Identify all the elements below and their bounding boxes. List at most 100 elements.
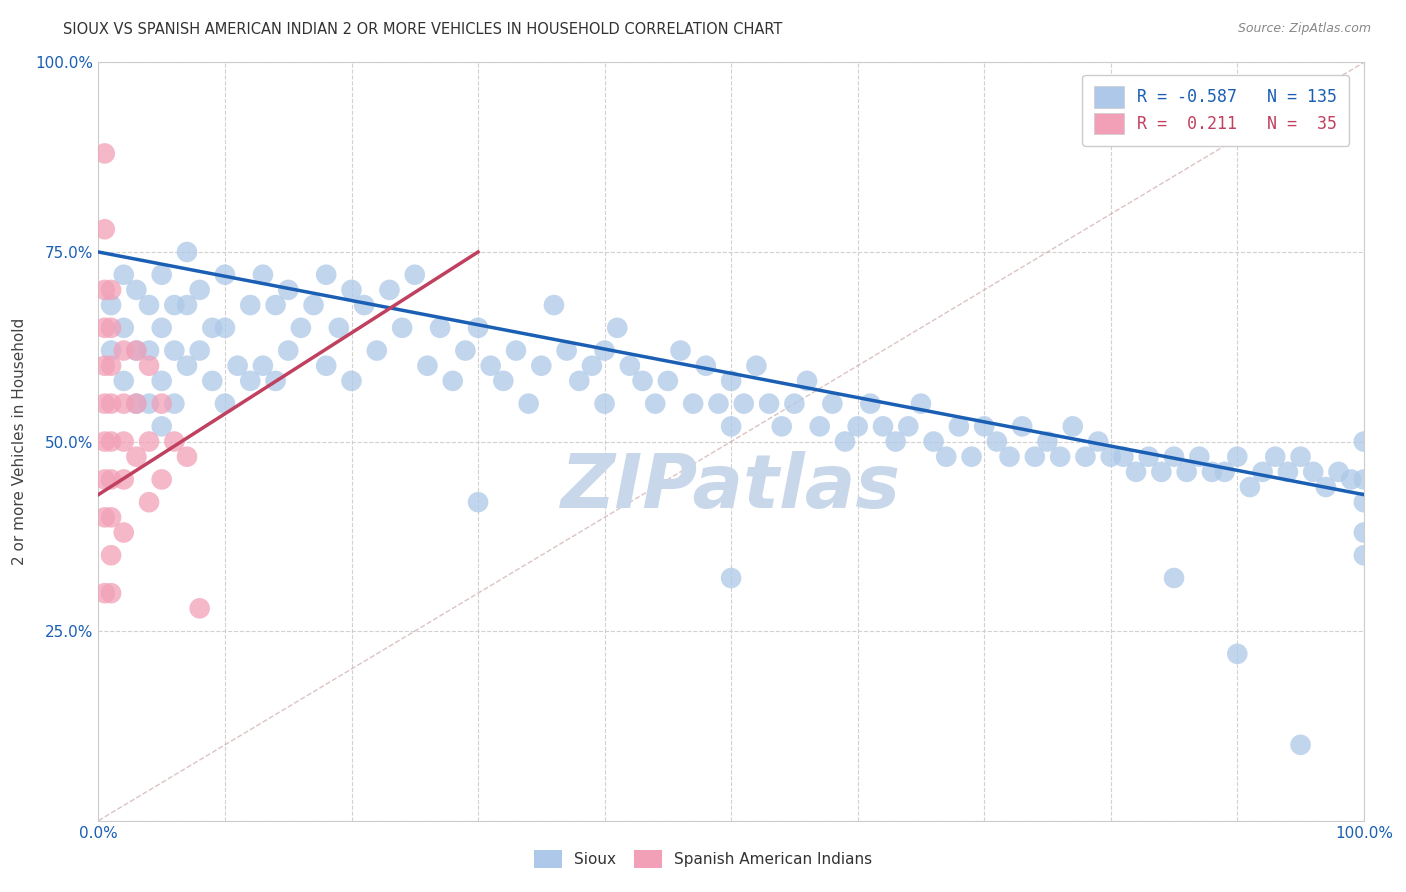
- Point: [1163, 571, 1185, 585]
- Point: [517, 396, 540, 410]
- Point: [1251, 465, 1274, 479]
- Point: [1125, 465, 1147, 479]
- Point: [998, 450, 1021, 464]
- Point: [290, 320, 312, 334]
- Point: [252, 268, 274, 282]
- Point: [1099, 450, 1122, 464]
- Point: [872, 419, 894, 434]
- Point: [441, 374, 464, 388]
- Point: [1137, 450, 1160, 464]
- Point: [239, 298, 262, 312]
- Point: [138, 434, 160, 449]
- Point: [1226, 450, 1249, 464]
- Point: [226, 359, 249, 373]
- Point: [150, 396, 173, 410]
- Point: [505, 343, 527, 358]
- Point: [315, 268, 337, 282]
- Point: [1289, 738, 1312, 752]
- Point: [1087, 434, 1109, 449]
- Legend: Sioux, Spanish American Indians: Sioux, Spanish American Indians: [526, 843, 880, 875]
- Point: [391, 320, 413, 334]
- Point: [176, 359, 198, 373]
- Point: [1353, 495, 1375, 509]
- Point: [188, 283, 211, 297]
- Point: [150, 419, 173, 434]
- Point: [1239, 480, 1261, 494]
- Point: [492, 374, 515, 388]
- Point: [366, 343, 388, 358]
- Point: [188, 601, 211, 615]
- Point: [922, 434, 945, 449]
- Point: [1074, 450, 1097, 464]
- Point: [467, 320, 489, 334]
- Point: [125, 283, 148, 297]
- Point: [176, 298, 198, 312]
- Point: [100, 359, 122, 373]
- Point: [1175, 465, 1198, 479]
- Point: [821, 396, 844, 410]
- Point: [1112, 450, 1135, 464]
- Y-axis label: 2 or more Vehicles in Household: 2 or more Vehicles in Household: [11, 318, 27, 566]
- Point: [973, 419, 995, 434]
- Point: [948, 419, 970, 434]
- Point: [112, 525, 135, 540]
- Point: [669, 343, 692, 358]
- Point: [112, 268, 135, 282]
- Point: [986, 434, 1008, 449]
- Point: [1163, 450, 1185, 464]
- Point: [125, 343, 148, 358]
- Point: [720, 374, 742, 388]
- Point: [1353, 473, 1375, 487]
- Point: [264, 374, 287, 388]
- Point: [796, 374, 818, 388]
- Point: [884, 434, 907, 449]
- Point: [100, 283, 122, 297]
- Point: [770, 419, 793, 434]
- Point: [631, 374, 654, 388]
- Point: [467, 495, 489, 509]
- Point: [93, 396, 117, 410]
- Point: [859, 396, 882, 410]
- Point: [93, 473, 117, 487]
- Point: [112, 374, 135, 388]
- Point: [277, 283, 299, 297]
- Point: [112, 396, 135, 410]
- Point: [695, 359, 717, 373]
- Point: [682, 396, 704, 410]
- Point: [1353, 525, 1375, 540]
- Point: [125, 396, 148, 410]
- Point: [93, 434, 117, 449]
- Point: [100, 320, 122, 334]
- Point: [543, 298, 565, 312]
- Point: [138, 298, 160, 312]
- Point: [619, 359, 641, 373]
- Point: [163, 298, 186, 312]
- Point: [593, 343, 616, 358]
- Point: [93, 222, 117, 236]
- Point: [1226, 647, 1249, 661]
- Point: [720, 571, 742, 585]
- Point: [707, 396, 730, 410]
- Point: [315, 359, 337, 373]
- Point: [454, 343, 477, 358]
- Point: [125, 343, 148, 358]
- Point: [960, 450, 983, 464]
- Point: [1289, 450, 1312, 464]
- Point: [302, 298, 325, 312]
- Point: [1011, 419, 1033, 434]
- Point: [214, 396, 236, 410]
- Point: [1024, 450, 1046, 464]
- Point: [1213, 465, 1236, 479]
- Point: [1302, 465, 1324, 479]
- Point: [555, 343, 578, 358]
- Point: [214, 320, 236, 334]
- Point: [100, 548, 122, 563]
- Point: [568, 374, 591, 388]
- Point: [1353, 434, 1375, 449]
- Text: ZIPatlas: ZIPatlas: [561, 450, 901, 524]
- Point: [138, 495, 160, 509]
- Point: [176, 450, 198, 464]
- Point: [479, 359, 502, 373]
- Point: [112, 434, 135, 449]
- Point: [176, 244, 198, 259]
